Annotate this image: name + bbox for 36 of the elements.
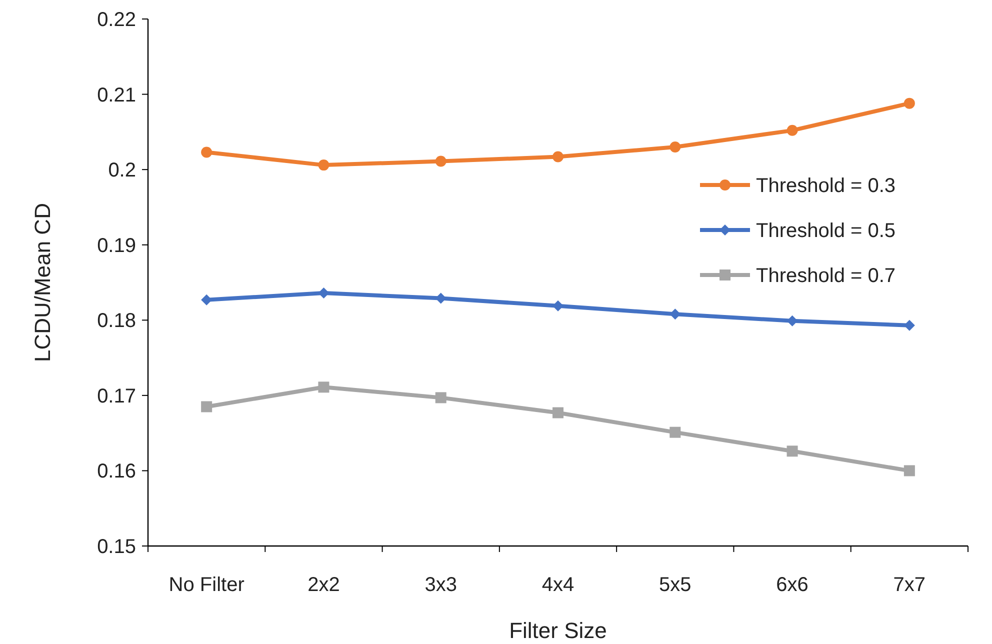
point	[435, 156, 446, 167]
x-tick-label: No Filter	[168, 574, 245, 596]
point	[552, 300, 564, 312]
x-axis-title: Filter Size	[509, 618, 607, 643]
y-tick-label: 0.2	[108, 160, 136, 182]
point	[318, 382, 330, 393]
legend-label: Threshold = 0.5	[756, 220, 896, 242]
point	[201, 146, 212, 158]
point	[552, 151, 564, 162]
x-tick-label: 6x6	[776, 574, 808, 596]
x-tick-label: 5x5	[659, 574, 692, 596]
point	[670, 426, 681, 438]
point	[435, 392, 446, 404]
point	[552, 407, 564, 418]
point	[904, 465, 915, 476]
y-tick-label: 0.16	[97, 460, 136, 483]
y-tick-label: 0.18	[97, 310, 136, 332]
legend-label: Threshold = 0.7	[756, 265, 896, 287]
point	[318, 160, 330, 171]
y-tick-label: 0.22	[97, 9, 136, 31]
y-tick-label: 0.19	[97, 234, 136, 257]
x-tick-label: 2x2	[308, 574, 340, 596]
y-tick-label: 0.17	[97, 385, 136, 408]
y-axis-title: LCDU/Mean CD	[30, 203, 55, 362]
point	[670, 141, 681, 152]
point	[201, 401, 212, 412]
point	[318, 288, 330, 299]
x-tick-label: 3x3	[424, 574, 457, 596]
y-tick-label: 0.21	[97, 84, 136, 106]
legend-label: Threshold = 0.3	[756, 175, 896, 197]
y-tick-label: 0.15	[97, 536, 136, 558]
point	[786, 124, 798, 136]
point	[786, 446, 798, 457]
x-tick-label: 4x4	[542, 574, 574, 596]
point	[904, 98, 915, 109]
x-tick-label: 7x7	[893, 574, 926, 596]
